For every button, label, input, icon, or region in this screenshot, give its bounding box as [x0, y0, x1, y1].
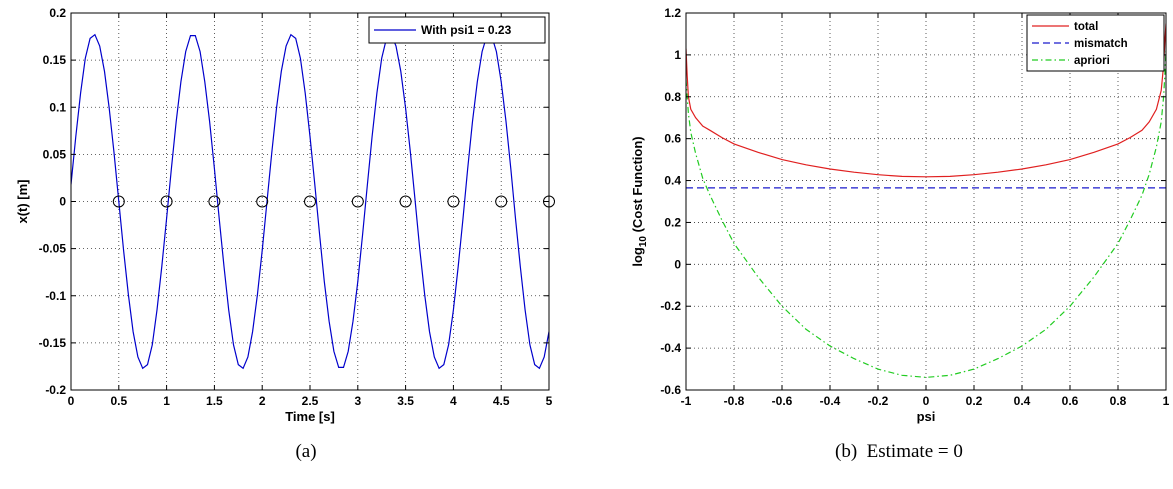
x-tick-label: 0.5: [110, 394, 127, 408]
x-tick-label: 0.4: [1014, 394, 1031, 408]
x-tick-label: 3.5: [397, 394, 414, 408]
y-tick-label: 1: [674, 48, 681, 62]
x-tick-label: 0: [68, 394, 75, 408]
y-axis-label-base: log: [630, 247, 645, 267]
series-line-With psi1 = 0.23: [71, 33, 549, 370]
x-tick-label: 1.5: [206, 394, 223, 408]
x-tick-label: -0.2: [868, 394, 889, 408]
series-line-total: [686, 23, 1166, 178]
y-tick-label: 0.2: [49, 6, 66, 20]
y-axis-label-subscript: 10: [638, 236, 649, 248]
legend-label-mismatch: mismatch: [1074, 38, 1128, 50]
y-axis-label: x(t) [m]: [15, 179, 30, 223]
x-tick-label: 2: [259, 394, 266, 408]
y-tick-label: 0.2: [664, 215, 681, 229]
chart-cost-function: -1 -0.8 -0.6 -0.4 -0.2 0 0.2 0.4 0.6 0.8 1 -0.6 -0.4…: [630, 6, 1170, 424]
x-tick-label: -0.4: [820, 394, 841, 408]
y-tick-label: -0.4: [660, 341, 681, 355]
x-tick-label: 4.5: [493, 394, 510, 408]
chart-time-response: 0 0.5 1 1.5 2 2.5 3 3.5 4 4.5 5 -0.2 -0.15 -0.1 -0.05 0…: [15, 6, 555, 424]
y-tick-label: 1.2: [664, 6, 681, 20]
y-tick-label: -0.2: [45, 383, 66, 397]
x-tick-label: 5: [546, 394, 553, 408]
caption-b: (b) Estimate = 0: [835, 441, 963, 462]
y-tick-label: 0.6: [664, 132, 681, 146]
x-tick-label: 1: [1163, 394, 1170, 408]
y-tick-label: 0.1: [49, 100, 66, 114]
y-tick-label: -0.15: [39, 336, 67, 350]
y-tick-label: -0.6: [660, 383, 681, 397]
x-axis-label: psi: [917, 409, 936, 424]
data-point-marker: [399, 195, 412, 208]
legend-label-With psi1 = 0.23: With psi1 = 0.23: [421, 23, 512, 37]
legend-label-total: total: [1074, 21, 1098, 33]
y-tick-label: 0.05: [43, 147, 67, 161]
y-axis-label-rest: (Cost Function): [630, 136, 645, 236]
data-point-marker: [112, 195, 125, 208]
legend-box: [368, 16, 546, 44]
y-axis-label: log10 (Cost Function): [630, 136, 649, 266]
y-tick-label: -0.05: [39, 242, 67, 256]
y-tick-label: 0.4: [664, 174, 681, 188]
data-point-marker: [160, 195, 173, 208]
y-tick-label: -0.1: [45, 289, 66, 303]
x-tick-label: -0.6: [772, 394, 793, 408]
y-tick-label: -0.2: [660, 299, 681, 313]
data-point-marker: [351, 195, 364, 208]
x-tick-label: 0.8: [1110, 394, 1127, 408]
data-point-marker: [256, 195, 269, 208]
x-tick-label: 0.2: [966, 394, 983, 408]
data-point-marker: [495, 195, 508, 208]
y-tick-label: 0.15: [43, 53, 67, 67]
x-tick-label: 3: [354, 394, 361, 408]
x-tick-label: 1: [163, 394, 170, 408]
x-tick-label: 0: [923, 394, 930, 408]
x-tick-label: 0.6: [1062, 394, 1079, 408]
x-axis-label: Time [s]: [285, 409, 335, 424]
y-tick-label: 0.8: [664, 90, 681, 104]
x-tick-label: 2.5: [302, 394, 319, 408]
data-point-marker: [447, 195, 460, 208]
legend-label-apriori: apriori: [1074, 55, 1110, 67]
y-tick-label: 0: [674, 257, 681, 271]
x-tick-label: -1: [681, 394, 692, 408]
caption-a: (a): [295, 441, 317, 462]
data-point-marker: [208, 195, 221, 208]
data-point-marker: [304, 195, 316, 208]
x-tick-label: 4: [450, 394, 457, 408]
x-tick-label: -0.8: [724, 394, 745, 408]
y-tick-label: 0: [59, 195, 66, 209]
